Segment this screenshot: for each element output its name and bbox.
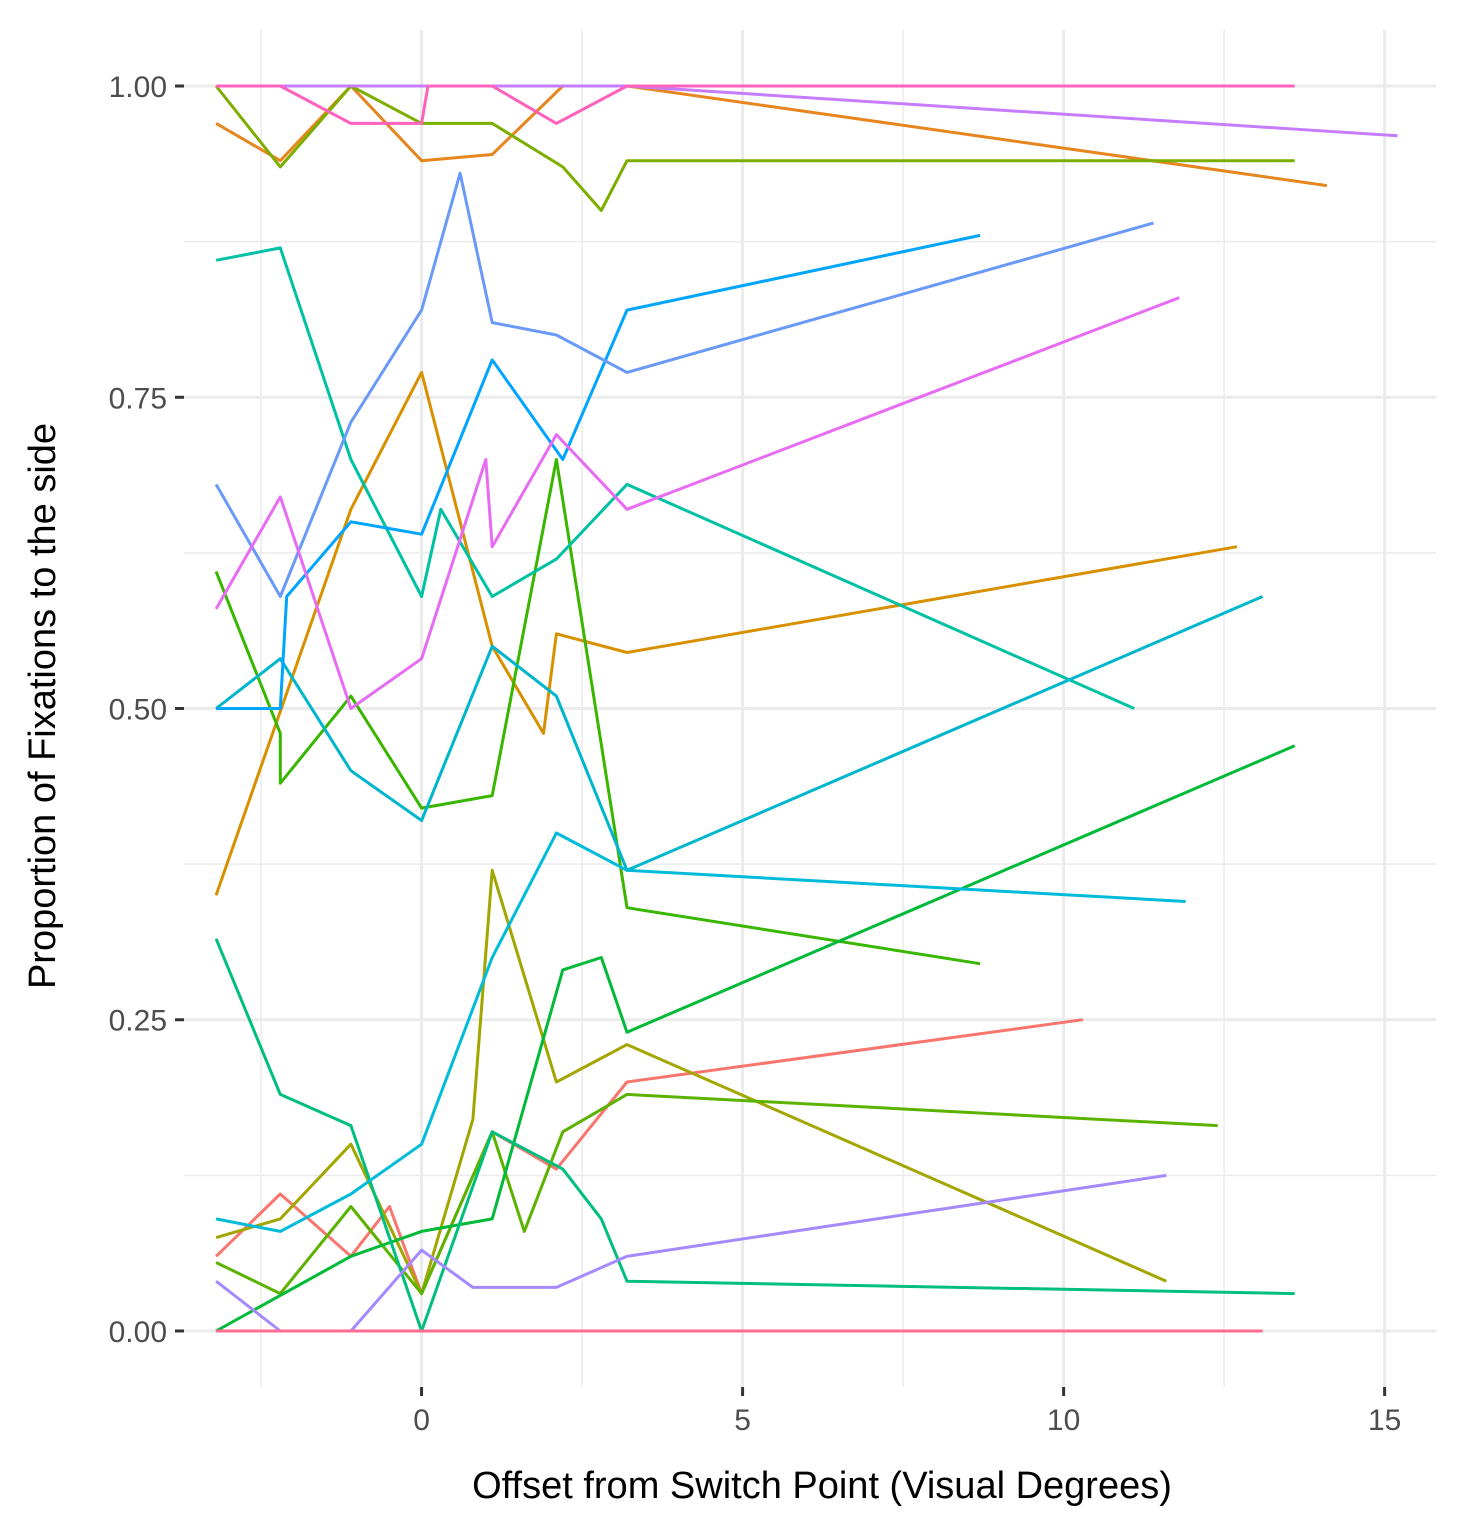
series-line-12 (215, 595, 1264, 872)
y-tick-label: 0.00 (109, 1316, 167, 1349)
y-tick-label: 0.25 (109, 1005, 167, 1038)
series-lines (214, 84, 1398, 1333)
series-line-9 (214, 938, 1295, 1333)
series-line-8 (215, 744, 1296, 1333)
x-tick-label: 15 (1368, 1404, 1401, 1437)
series-line-11 (215, 831, 1186, 1233)
tick-labels: 0 5 10 15 0.00 0.25 0.50 0.75 1.00 (109, 71, 1402, 1437)
series-line-7 (214, 458, 981, 966)
y-tick-label: 1.00 (109, 71, 167, 104)
series-line-3 (214, 370, 1238, 896)
x-axis-title: Offset from Switch Point (Visual Degrees… (472, 1465, 1172, 1507)
axis-ticks (175, 84, 1387, 1396)
series-line-18 (216, 84, 1295, 125)
y-axis-title: Proportion of Fixations to the side (22, 423, 64, 989)
series-line-14 (214, 171, 1154, 598)
series-line-10 (215, 246, 1135, 710)
series-line-5 (214, 84, 1295, 212)
x-tick-label: 0 (413, 1404, 430, 1437)
series-line-17 (214, 296, 1180, 710)
x-tick-label: 5 (734, 1404, 751, 1437)
y-tick-label: 0.75 (109, 382, 167, 415)
x-tick-label: 10 (1047, 1404, 1080, 1437)
series-line-6 (215, 1092, 1218, 1296)
series-line-2 (215, 84, 1328, 188)
series-line-4 (215, 868, 1167, 1296)
y-tick-label: 0.50 (109, 694, 167, 727)
